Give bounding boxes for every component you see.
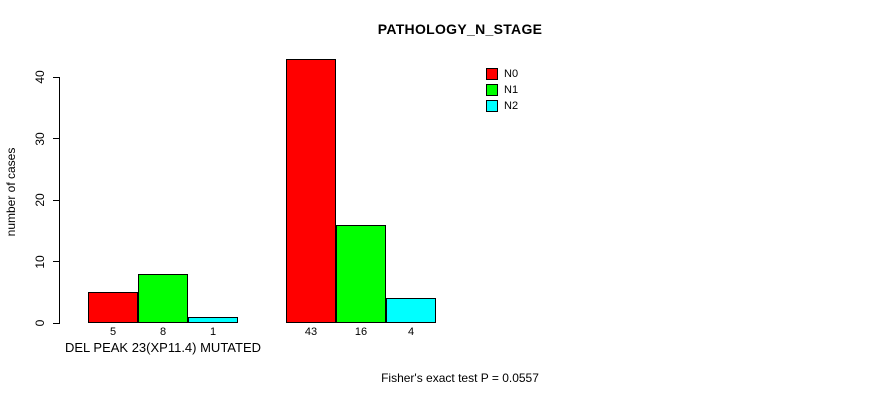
y-tick (53, 76, 59, 78)
category-label: DEL PEAK 23(XP11.4) MUTATED (64, 340, 262, 355)
bar-n2-group1 (188, 317, 238, 323)
y-tick (53, 199, 59, 201)
y-tick-label: 40 (33, 70, 47, 84)
bar-n1-group1 (138, 274, 188, 323)
legend-swatch-n0 (486, 68, 498, 80)
y-tick (53, 261, 59, 262)
bar-value-label: 8 (159, 326, 167, 338)
legend: N0 N1 N2 (486, 66, 518, 114)
legend-label: N0 (504, 68, 519, 80)
bar-n0-group2 (286, 59, 336, 323)
annotation-text: Fisher's exact test P = 0.0557 (381, 371, 539, 385)
y-axis-label: number of cases (4, 147, 18, 237)
legend-swatch-n2 (486, 100, 498, 112)
legend-label: N1 (504, 84, 519, 96)
y-tick-label: 30 (33, 131, 47, 146)
legend-label: N2 (504, 100, 519, 112)
bar-value-label: 5 (109, 326, 117, 338)
chart-title: PATHOLOGY_N_STAGE (377, 21, 543, 37)
bar-n0-group1 (88, 292, 138, 323)
y-tick (53, 322, 59, 324)
y-tick-label: 0 (33, 319, 47, 327)
legend-row: N2 (486, 98, 518, 114)
legend-row: N0 (486, 66, 518, 82)
y-tick (53, 138, 59, 139)
y-axis-line (59, 77, 60, 324)
legend-swatch-n1 (486, 84, 498, 96)
bar-n2-group2 (386, 298, 436, 323)
legend-row: N1 (486, 82, 518, 98)
bar-value-label: 43 (304, 326, 318, 338)
bar-n1-group2 (336, 225, 386, 323)
y-tick-label: 10 (33, 254, 47, 269)
bar-value-label: 16 (354, 326, 368, 338)
y-tick-label: 20 (33, 193, 47, 207)
bar-value-label: 1 (209, 326, 217, 338)
bar-value-label: 4 (407, 326, 415, 338)
